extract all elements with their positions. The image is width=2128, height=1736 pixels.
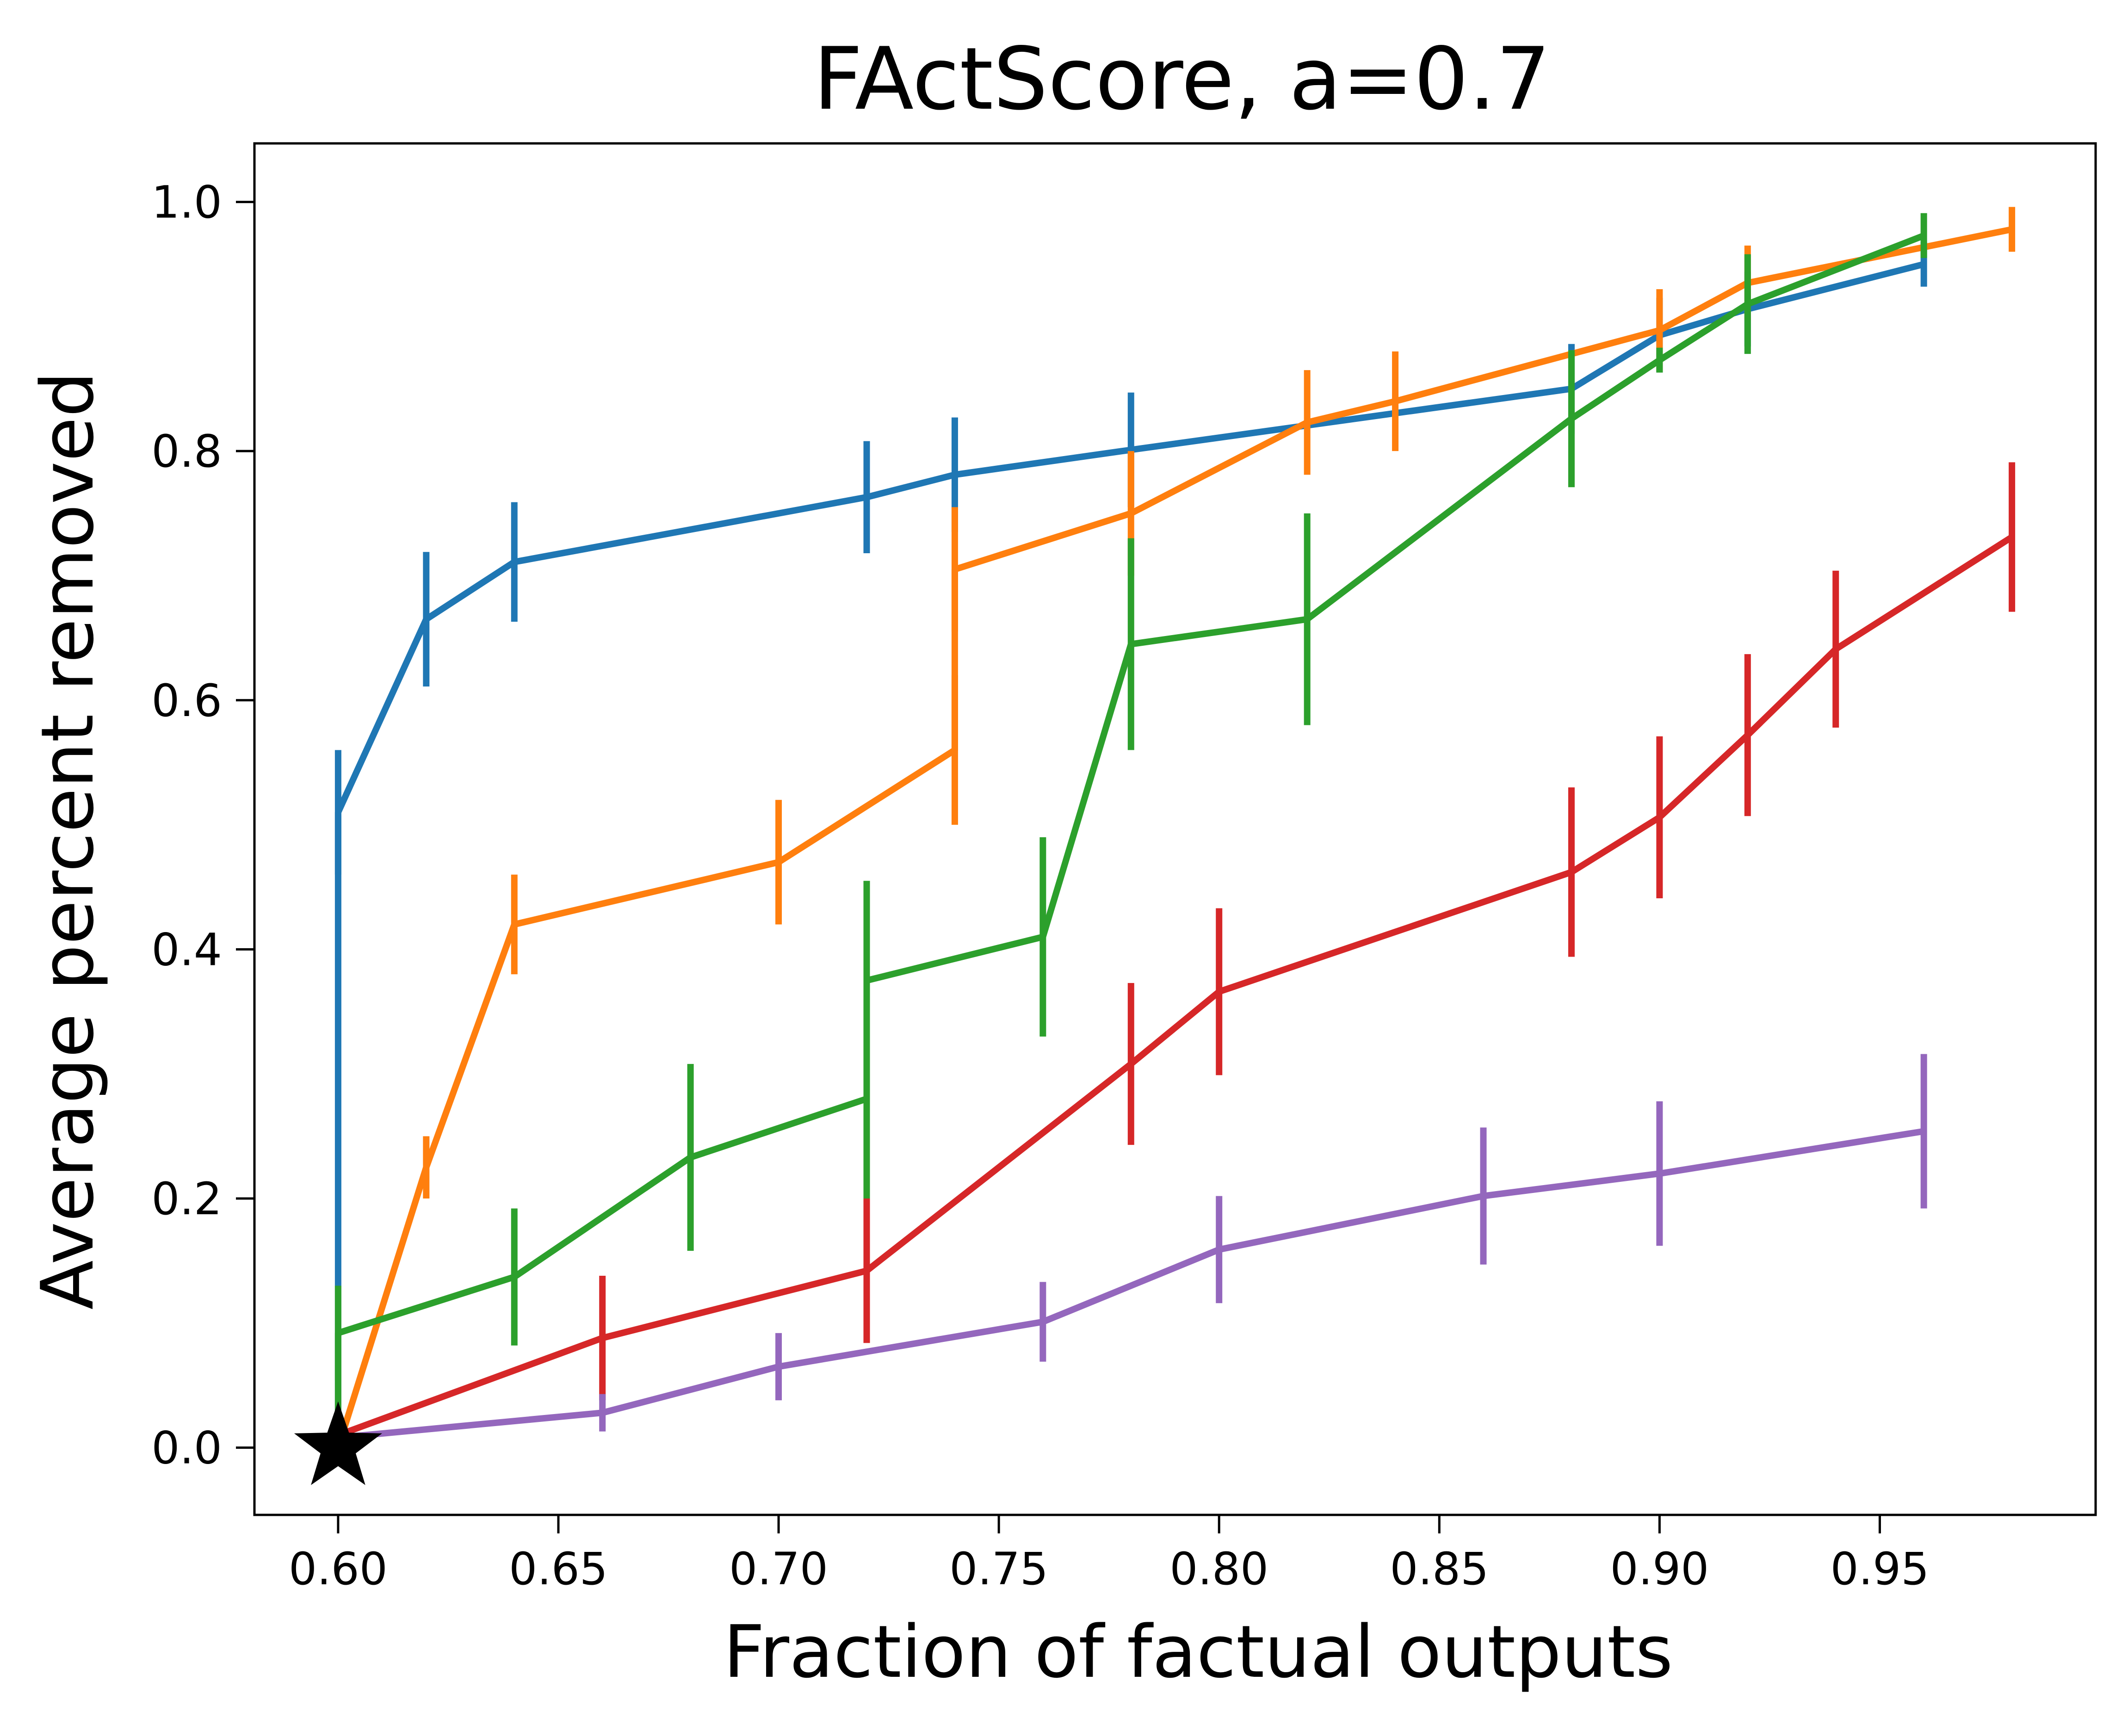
x-tick-label: 0.75 <box>949 1543 1048 1595</box>
series-line <box>337 534 2014 1439</box>
y-axis-label: Average percent removed <box>25 371 110 1310</box>
x-tick-label: 0.90 <box>1610 1543 1709 1595</box>
x-tick-label: 0.80 <box>1169 1543 1268 1595</box>
x-tick-label: 0.70 <box>729 1543 828 1595</box>
y-tick-label: 0.8 <box>151 426 222 477</box>
x-axis-label: Fraction of factual outputs <box>724 1610 1673 1694</box>
series-5 <box>338 1054 1927 1441</box>
series-4 <box>337 462 2016 1439</box>
y-tick-label: 0.6 <box>151 675 222 727</box>
y-tick-label: 0.4 <box>151 924 222 976</box>
star-marker <box>294 1401 382 1485</box>
x-tick-label: 0.60 <box>289 1543 388 1595</box>
y-tick-label: 0.0 <box>151 1422 222 1474</box>
plot-frame <box>253 142 2097 1516</box>
series-line <box>338 1128 1924 1441</box>
y-tick-label: 1.0 <box>151 177 222 229</box>
series-line <box>335 226 2013 1449</box>
x-tick-label: 0.85 <box>1390 1543 1489 1595</box>
chart-title: FActScore, a=0.7 <box>813 29 1551 129</box>
plot-area: 0.60 0.65 0.70 0.75 0.80 0.85 0.90 0.95 0.0 0.2 0.… <box>151 142 2097 1595</box>
x-tick-label: 0.95 <box>1831 1543 1930 1595</box>
y-tick-label: 0.2 <box>151 1173 222 1225</box>
series-3 <box>334 213 1927 1448</box>
x-tick-label: 0.65 <box>509 1543 608 1595</box>
